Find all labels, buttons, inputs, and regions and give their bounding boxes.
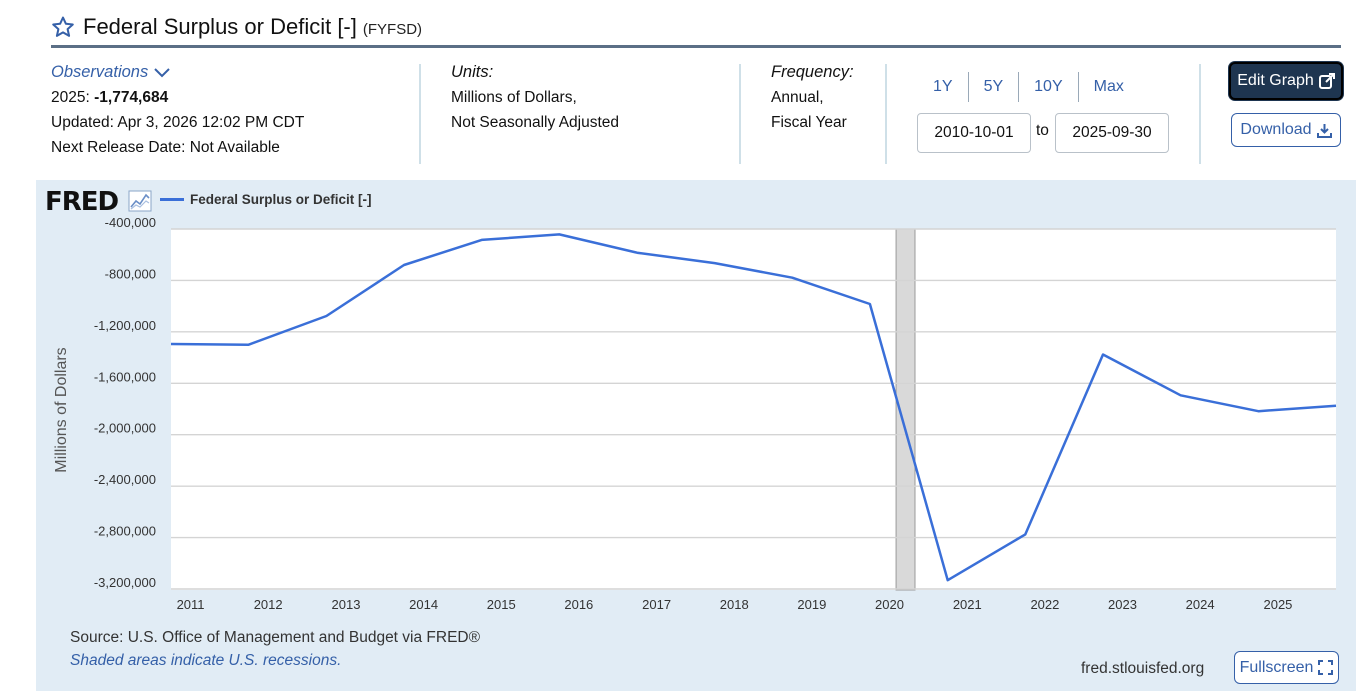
end-date-input[interactable]: 2025-09-30 [1055, 113, 1169, 153]
y-tick-label: -2,800,000 [94, 524, 156, 539]
y-tick-label: -1,200,000 [94, 318, 156, 333]
y-tick-label: -2,400,000 [94, 472, 156, 487]
range-button-1y[interactable]: 1Y [918, 72, 969, 102]
x-tick-label: 2012 [254, 597, 283, 612]
title-divider [51, 45, 1341, 48]
data-point [1100, 351, 1106, 357]
download-icon [1316, 123, 1332, 138]
fullscreen-label: Fullscreen [1239, 658, 1314, 676]
fullscreen-button[interactable]: Fullscreen [1234, 651, 1339, 684]
fred-logo-text: FRED [45, 187, 119, 217]
download-button[interactable]: Download [1231, 113, 1341, 147]
data-point [1333, 403, 1339, 409]
series-line [170, 233, 1337, 582]
y-tick-label: -400,000 [105, 215, 156, 230]
x-tick-label: 2015 [487, 597, 516, 612]
y-tick-label: -3,200,000 [94, 575, 156, 590]
data-point [1255, 408, 1261, 414]
y-tick-label: -800,000 [105, 266, 156, 281]
fred-logo: FRED [45, 187, 119, 217]
units-line1: Millions of Dollars, [451, 89, 577, 106]
frequency-line1: Annual, [771, 89, 824, 106]
chart-legend: Federal Surplus or Deficit [-] [160, 192, 372, 207]
x-tick-label: 2022 [1030, 597, 1059, 612]
plot-area [171, 229, 1336, 590]
legend-swatch [160, 198, 184, 201]
y-tick-label: -1,600,000 [94, 369, 156, 384]
data-point [945, 577, 951, 583]
data-point [323, 313, 329, 319]
source-note: Source: U.S. Office of Management and Bu… [70, 629, 481, 646]
data-point [246, 342, 252, 348]
data-point [401, 262, 407, 268]
latest-label: 2025: [51, 89, 90, 106]
data-point [1178, 392, 1184, 398]
x-tick-label: 2021 [953, 597, 982, 612]
data-point [789, 275, 795, 281]
legend-series-name: Federal Surplus or Deficit [-] [190, 192, 372, 207]
data-point [479, 237, 485, 243]
edit-graph-label: Edit Graph [1237, 72, 1314, 89]
latest-value: -1,774,684 [94, 89, 169, 106]
y-tick-label: -2,000,000 [94, 421, 156, 436]
x-tick-label: 2023 [1108, 597, 1137, 612]
star-icon[interactable] [51, 15, 75, 39]
units-block: Units: Millions of Dollars, Not Seasonal… [451, 60, 619, 135]
frequency-line2: Fiscal Year [771, 114, 847, 131]
range-button-10y[interactable]: 10Y [1019, 72, 1079, 102]
frequency-label: Frequency: [771, 63, 854, 81]
range-buttons: 1Y 5Y 10Y Max [918, 72, 1139, 102]
units-label: Units: [451, 63, 494, 81]
external-edit-icon [1318, 73, 1335, 89]
x-tick-label: 2011 [177, 597, 205, 612]
x-tick-label: 2013 [332, 597, 361, 612]
data-point [168, 341, 174, 347]
range-button-max[interactable]: Max [1093, 78, 1124, 95]
data-point [634, 250, 640, 256]
units-line2: Not Seasonally Adjusted [451, 114, 620, 131]
x-tick-label: 2024 [1186, 597, 1215, 612]
x-tick-label: 2020 [875, 597, 904, 612]
page-title: Federal Surplus or Deficit [-] [83, 14, 357, 39]
x-tick-label: 2018 [720, 597, 749, 612]
x-tick-label: 2017 [642, 597, 671, 612]
updated-text: Updated: Apr 3, 2026 12:02 PM CDT [51, 114, 305, 131]
to-label: to [1036, 122, 1049, 139]
chevron-down-icon [154, 67, 170, 77]
divider [419, 64, 421, 164]
fred-url[interactable]: fred.stlouisfed.org [1081, 660, 1205, 677]
recession-note: Shaded areas indicate U.S. recessions. [70, 652, 342, 669]
divider [885, 64, 887, 164]
frequency-block: Frequency: Annual, Fiscal Year [771, 60, 854, 135]
fred-chart-icon [128, 190, 152, 212]
latest-observation: 2025: -1,774,684 [51, 85, 304, 110]
x-tick-label: 2019 [797, 597, 826, 612]
start-date-input[interactable]: 2010-10-01 [917, 113, 1031, 153]
data-point [712, 260, 718, 266]
data-point [1022, 531, 1028, 537]
data-point [556, 231, 562, 237]
range-button-5y[interactable]: 5Y [969, 72, 1020, 102]
x-tick-label: 2014 [409, 597, 438, 612]
observations-toggle[interactable]: Observations [51, 60, 304, 85]
x-tick-label: 2025 [1263, 597, 1292, 612]
series-code: (FYFSD) [362, 20, 423, 38]
title-bar: Federal Surplus or Deficit [-] (FYFSD) [51, 8, 1341, 46]
observations-label: Observations [51, 63, 149, 81]
observations-block: Observations 2025: -1,774,684 Updated: A… [51, 60, 304, 160]
download-label: Download [1240, 121, 1312, 138]
data-point [867, 301, 873, 307]
next-release-text: Next Release Date: Not Available [51, 139, 280, 156]
expand-icon [1318, 660, 1334, 675]
edit-graph-button[interactable]: Edit Graph [1229, 62, 1343, 100]
divider [739, 64, 741, 164]
divider [1199, 64, 1201, 164]
x-tick-label: 2016 [564, 597, 593, 612]
